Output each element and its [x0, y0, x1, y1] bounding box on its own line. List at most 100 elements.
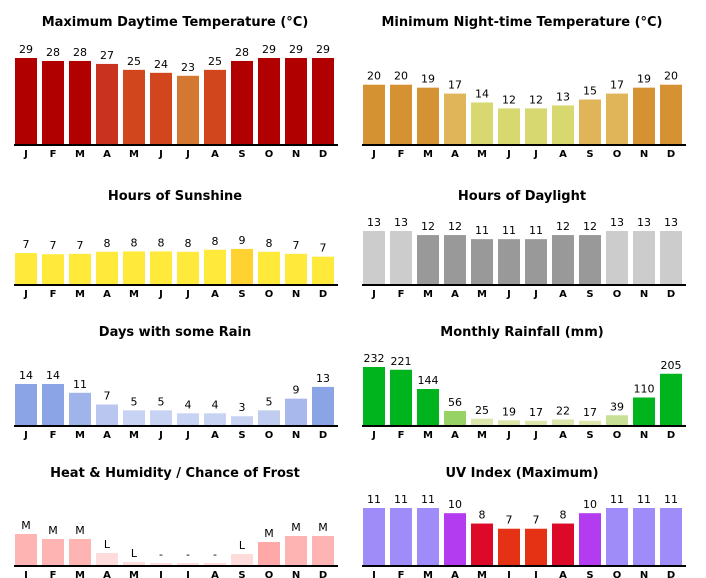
value-label: 17 [583, 406, 597, 419]
bar-rainfall-3 [417, 389, 439, 425]
value-label: 28 [235, 46, 249, 59]
chart-daylight: Hours of Daylight 13 J 13 F 12 M 12 A 11 M 11 J 11 J 12… [362, 189, 686, 300]
value-label: 11 [421, 493, 435, 506]
value-label: 28 [73, 46, 87, 59]
x-axis-line [14, 284, 338, 286]
value-label: 15 [583, 85, 597, 98]
bar-daylight-12 [660, 231, 682, 284]
bar-humidity-3 [69, 539, 91, 565]
month-label: F [50, 289, 57, 300]
bar-rainfall-2 [390, 369, 412, 425]
bar-uv-index-9 [579, 513, 601, 565]
month-label: J [533, 430, 538, 441]
bar-min-temp-6 [498, 108, 520, 144]
month-label: A [451, 430, 459, 441]
month-label: N [640, 570, 648, 578]
month-label: J [23, 570, 28, 578]
month-label: J [533, 570, 538, 578]
value-label: 232 [364, 352, 385, 365]
month-label: N [640, 289, 648, 300]
value-label: 11 [529, 224, 543, 237]
value-label: 19 [421, 73, 435, 86]
value-label: 7 [77, 239, 84, 252]
bar-humidity-12 [312, 536, 334, 565]
month-label: A [211, 430, 219, 441]
bar-rain-days-11 [285, 398, 307, 425]
bar-min-temp-2 [390, 84, 412, 144]
value-label: 12 [556, 220, 570, 233]
month-label: F [398, 289, 405, 300]
bar-sunshine-9 [231, 248, 253, 284]
bar-daylight-3 [417, 235, 439, 284]
chart-max-temp: Maximum Daytime Temperature (°C) 29 J 28 F 28… [14, 15, 338, 160]
bar-min-temp-7 [525, 108, 547, 144]
bar-rain-days-2 [42, 384, 64, 425]
value-label: 29 [262, 43, 276, 56]
value-label: 7 [533, 514, 540, 527]
x-axis-line [14, 565, 338, 567]
month-label: D [319, 570, 327, 578]
value-label: 39 [610, 400, 624, 413]
value-label: 13 [664, 216, 678, 229]
bar-humidity-10 [258, 542, 280, 565]
value-label: L [131, 547, 138, 560]
month-label: S [238, 430, 245, 441]
month-label: M [129, 570, 139, 578]
value-label: 11 [475, 224, 489, 237]
bar-max-temp-9 [231, 60, 253, 145]
month-label: S [238, 149, 245, 160]
value-label: 3 [239, 401, 246, 414]
x-axis-line [14, 425, 338, 427]
bar-max-temp-6 [150, 72, 172, 144]
month-label: N [292, 149, 300, 160]
month-label: A [211, 570, 219, 578]
bar-uv-index-6 [498, 528, 520, 565]
month-label: M [129, 430, 139, 441]
month-label: J [533, 289, 538, 300]
x-axis-line [362, 144, 686, 146]
bar-rainfall-10 [606, 415, 628, 425]
value-label: 11 [502, 224, 516, 237]
value-label: 11 [367, 493, 381, 506]
chart-title: UV Index (Maximum) [445, 466, 598, 481]
value-label: 14 [19, 369, 33, 382]
bar-uv-index-11 [633, 508, 655, 565]
bar-rain-days-9 [231, 416, 253, 425]
month-label: A [103, 149, 111, 160]
value-label: 20 [664, 70, 678, 83]
month-label: D [319, 289, 327, 300]
month-label: F [398, 570, 405, 578]
bar-daylight-7 [525, 239, 547, 284]
month-label: O [265, 289, 274, 300]
month-label: M [75, 149, 85, 160]
month-label: D [667, 430, 675, 441]
bar-rain-days-10 [258, 410, 280, 425]
bar-daylight-2 [390, 231, 412, 284]
value-label: 8 [158, 236, 165, 249]
bar-min-temp-12 [660, 84, 682, 144]
month-label: J [185, 570, 190, 578]
value-label: - [186, 548, 190, 561]
bar-rain-days-12 [312, 386, 334, 425]
bar-humidity-6 [150, 563, 172, 565]
month-label: D [667, 289, 675, 300]
month-label: O [265, 570, 274, 578]
month-label: M [75, 570, 85, 578]
value-label: 20 [367, 70, 381, 83]
chart-uv-index: UV Index (Maximum) 11 J 11 F 11 M 10 A 8 M 7 J 7 J 8 A 10… [362, 466, 686, 578]
bar-daylight-5 [471, 239, 493, 284]
value-label: M [264, 527, 274, 540]
month-label: J [506, 430, 511, 441]
value-label: 27 [100, 49, 114, 62]
bar-rainfall-9 [579, 420, 601, 425]
bar-rainfall-12 [660, 373, 682, 425]
bar-max-temp-5 [123, 69, 145, 144]
month-label: J [371, 289, 376, 300]
bar-uv-index-4 [444, 513, 466, 565]
month-label: F [50, 149, 57, 160]
month-label: J [185, 289, 190, 300]
value-label: 7 [50, 239, 57, 252]
bar-humidity-1 [15, 534, 37, 565]
chart-title: Maximum Daytime Temperature (°C) [42, 15, 309, 30]
